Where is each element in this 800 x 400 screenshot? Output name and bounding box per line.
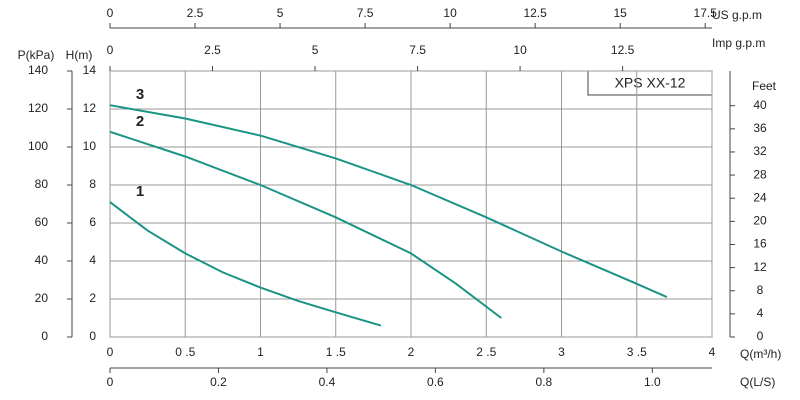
- axis-label: Imp g.p.m: [712, 36, 765, 50]
- model-label: XPS XX-12: [615, 75, 686, 91]
- pump-curve: [109, 104, 668, 299]
- tick-label: 100: [28, 139, 48, 153]
- axis-label: Feet: [752, 79, 777, 93]
- tick-label: 0: [107, 375, 114, 389]
- x-tick-label: 1 .5: [326, 345, 346, 359]
- tick-label: 0: [757, 329, 764, 343]
- tick-label: 12.5: [523, 6, 547, 20]
- y-tick-label: 10: [83, 139, 97, 153]
- tick-label: 0.2: [210, 375, 227, 389]
- tick-label: 0.6: [427, 375, 444, 389]
- tick-label: 2.5: [187, 6, 204, 20]
- tick-label: 24: [753, 190, 767, 204]
- tick-label: 2.5: [204, 43, 221, 57]
- pump-curve: [109, 201, 382, 327]
- tick-label: 0.8: [536, 375, 553, 389]
- tick-label: 80: [35, 177, 49, 191]
- axis-label: Q(L/S): [740, 375, 775, 389]
- tick-label: 10: [443, 6, 457, 20]
- tick-label: 20: [753, 214, 767, 228]
- y-tick-label: 0: [89, 329, 96, 343]
- y-tick-label: 4: [89, 253, 96, 267]
- y-tick-label: 2: [89, 291, 96, 305]
- y-tick-label: 12: [83, 101, 97, 115]
- tick-label: 8: [757, 283, 764, 297]
- tick-label: 4: [757, 306, 764, 320]
- tick-label: 16: [753, 237, 767, 251]
- pump-curve: [109, 130, 502, 319]
- y-tick-label: 14: [83, 63, 97, 77]
- axis-label: US g.p.m: [712, 8, 762, 22]
- curve-label: 1: [136, 183, 144, 200]
- y-tick-label: 8: [89, 177, 96, 191]
- tick-label: 1.0: [644, 375, 661, 389]
- x-tick-label: 3 .5: [627, 345, 647, 359]
- tick-label: 0: [107, 43, 114, 57]
- tick-label: 140: [28, 63, 48, 77]
- curve-label: 2: [136, 113, 144, 130]
- tick-label: 32: [753, 144, 767, 158]
- tick-label: 0: [41, 329, 48, 343]
- x-axis-label: Q(m³/h): [740, 347, 781, 361]
- tick-label: 12: [753, 260, 767, 274]
- tick-label: 10: [513, 43, 527, 57]
- model-box: [587, 70, 713, 96]
- tick-label: 0.4: [319, 375, 336, 389]
- tick-label: 20: [35, 291, 49, 305]
- tick-label: 7.5: [357, 6, 374, 20]
- tick-label: 40: [753, 98, 767, 112]
- tick-label: 5: [277, 6, 284, 20]
- tick-label: 28: [753, 167, 767, 181]
- tick-label: 12.5: [611, 43, 635, 57]
- tick-label: 36: [753, 121, 767, 135]
- x-tick-label: 3: [558, 345, 565, 359]
- y-tick-label: 6: [89, 215, 96, 229]
- y-axis-label: H(m): [66, 48, 93, 62]
- tick-label: 60: [35, 215, 49, 229]
- x-tick-label: 1: [257, 345, 264, 359]
- tick-label: 0: [107, 6, 114, 20]
- tick-label: 17.5: [694, 6, 718, 20]
- x-tick-label: 0: [107, 345, 114, 359]
- x-tick-label: 4: [709, 345, 716, 359]
- x-tick-label: 2 .5: [476, 345, 496, 359]
- axis-label: P(kPa): [18, 48, 55, 62]
- tick-label: 7.5: [409, 43, 426, 57]
- tick-label: 40: [35, 253, 49, 267]
- curve-label: 3: [136, 86, 144, 103]
- x-tick-label: 2: [408, 345, 415, 359]
- tick-label: 15: [613, 6, 627, 20]
- x-tick-label: 0 .5: [175, 345, 195, 359]
- tick-label: 5: [312, 43, 319, 57]
- tick-label: 120: [28, 101, 48, 115]
